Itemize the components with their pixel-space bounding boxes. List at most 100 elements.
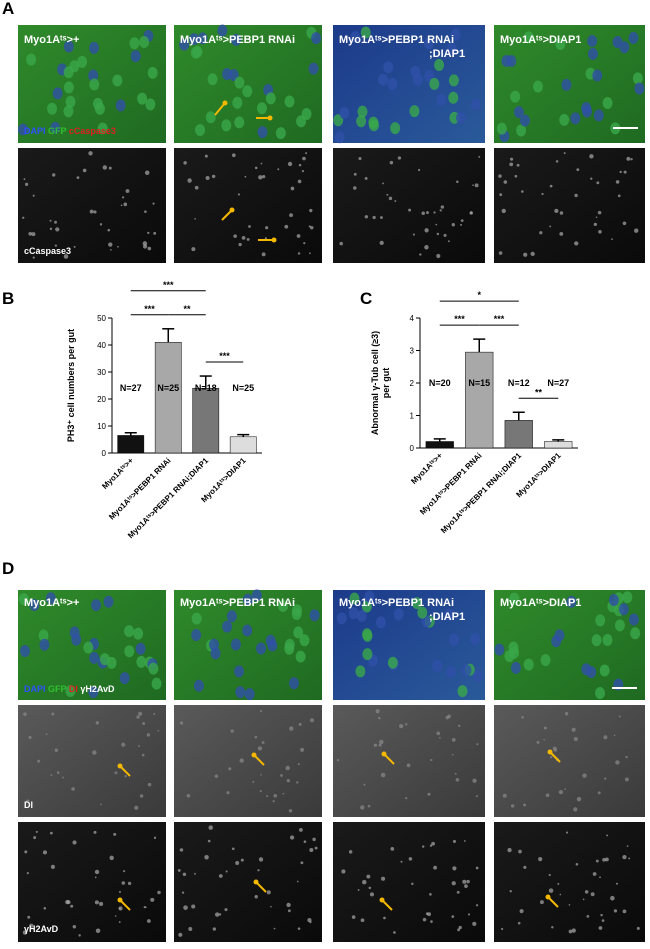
speck <box>623 170 627 174</box>
speck <box>625 755 628 759</box>
speck <box>26 872 29 875</box>
speck <box>285 765 290 771</box>
speck <box>475 866 479 870</box>
nucleus <box>508 641 519 654</box>
speck <box>138 745 140 748</box>
speck <box>225 870 228 873</box>
speck <box>254 166 258 170</box>
speck <box>475 795 478 798</box>
nucleus <box>145 98 156 111</box>
nucleus <box>566 595 577 608</box>
speck <box>27 915 31 919</box>
speck <box>412 233 415 236</box>
speck <box>266 890 271 895</box>
nucleus <box>513 106 524 119</box>
speck <box>260 773 262 776</box>
speck <box>573 736 578 742</box>
micrograph <box>174 148 322 263</box>
speck <box>451 223 455 227</box>
x-tick-label: Myo1Aᵗˢ>PEBP1 RNAi;DIAP1 <box>126 456 210 540</box>
bar <box>117 435 145 454</box>
nucleus <box>350 31 361 44</box>
speck <box>282 792 285 795</box>
nucleus <box>89 78 100 91</box>
speck <box>336 758 340 762</box>
speck <box>181 891 185 894</box>
speck <box>23 712 27 716</box>
speck <box>454 772 457 775</box>
nucleus <box>311 32 322 45</box>
arrow-head <box>547 749 553 755</box>
speck <box>123 202 128 207</box>
nucleus <box>421 615 432 628</box>
stain: γH2AvD <box>80 684 115 694</box>
x-tick-label: Myo1Aᵗˢ>PEBP1 RNAi;DIAP1 <box>439 451 523 535</box>
arrow-head <box>381 751 387 757</box>
nucleus <box>89 41 100 54</box>
speck <box>147 246 152 251</box>
nucleus <box>52 87 63 100</box>
speck <box>615 882 619 885</box>
nucleus <box>50 121 61 134</box>
significance-label: *** <box>219 351 230 361</box>
nucleus <box>197 32 208 45</box>
speck <box>114 771 118 775</box>
nucleus <box>139 35 150 48</box>
speck <box>499 193 503 197</box>
nucleus <box>510 90 521 103</box>
speck <box>548 888 554 893</box>
arrow-head <box>271 237 277 243</box>
speck <box>235 861 240 865</box>
speck <box>102 165 108 170</box>
speck <box>70 904 74 908</box>
speck <box>564 711 569 716</box>
speck <box>424 228 429 233</box>
speck <box>539 231 543 235</box>
speck <box>382 182 384 185</box>
speck <box>388 196 393 201</box>
micrograph <box>333 148 485 263</box>
speck <box>288 809 293 813</box>
speck <box>289 835 295 840</box>
speck <box>399 723 404 729</box>
speck <box>568 904 571 906</box>
speck <box>42 850 48 855</box>
y-tick-label: 1 <box>410 412 415 421</box>
speck <box>113 832 117 836</box>
nucleus <box>115 99 126 112</box>
x-tick-label: Myo1Aᵗˢ>PEBP1 RNAi <box>107 456 173 522</box>
speck <box>224 908 228 912</box>
speck <box>204 855 209 860</box>
speck <box>310 718 315 723</box>
nucleus <box>628 31 639 44</box>
speck <box>305 152 308 155</box>
nucleus <box>561 78 572 91</box>
nucleus <box>179 38 190 51</box>
micrograph <box>333 705 485 817</box>
speck <box>538 857 543 862</box>
speck <box>24 850 28 854</box>
nucleus <box>630 627 641 640</box>
nucleus <box>151 677 162 690</box>
speck <box>231 847 235 851</box>
speck <box>146 733 151 737</box>
speck <box>451 915 455 918</box>
speck <box>369 892 374 897</box>
nucleus <box>457 685 468 698</box>
speck <box>375 709 380 714</box>
speck <box>394 200 397 202</box>
speck <box>367 804 371 808</box>
speck <box>427 792 431 796</box>
speck <box>93 830 97 834</box>
n-label: N=25 <box>157 383 179 393</box>
speck <box>237 193 240 196</box>
speck <box>270 905 272 908</box>
speck <box>636 926 640 930</box>
speck <box>549 755 553 759</box>
speck <box>630 158 633 161</box>
speck <box>378 743 382 747</box>
nucleus <box>592 69 603 82</box>
speck <box>615 180 620 184</box>
micrograph <box>333 590 485 700</box>
